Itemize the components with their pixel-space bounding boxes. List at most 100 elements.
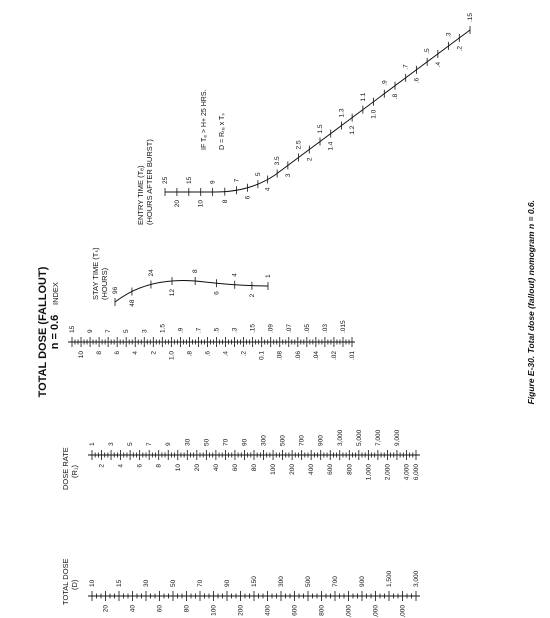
total-dose-tick-label: 1,000 [346, 605, 353, 618]
total-dose-tick-label: 700 [332, 576, 339, 587]
entry-time-tick-label: 1.1 [360, 92, 367, 101]
stay-time-tick-label: 96 [112, 286, 119, 294]
total-dose-tick-label: 50 [170, 579, 177, 587]
entry-time-tick-label: 1.5 [317, 124, 324, 133]
total-dose-tick-label: 90 [224, 579, 231, 587]
entry-time-unit: (HOURS AFTER BURST) [145, 139, 154, 225]
entry-time-tick-label: 7 [233, 178, 240, 182]
total-dose-tick-label: 800 [319, 605, 326, 616]
index-tick-label: .04 [313, 351, 320, 360]
entry-time-tick-label: .3 [446, 32, 453, 38]
entry-time-tick-label: 9 [210, 180, 217, 184]
index-tick-label: 1.5 [159, 324, 166, 333]
index-tick-label: 2 [150, 351, 157, 355]
dose-rate-tick-label: 600 [327, 464, 334, 475]
total-dose-tick-label: 70 [197, 579, 204, 587]
entry-time-tick-label: 6 [245, 195, 252, 199]
entry-time-label: ENTRY TIME (Tₑ) [136, 165, 145, 225]
entry-time-tick-label: 10 [198, 200, 205, 208]
dose-rate-scale: DOSE RATE (R₁) 1 2 3 4 5 6 7 8 9 10 30 20 50 40 70 60 90… [61, 429, 420, 490]
index-tick-label: .03 [322, 324, 329, 333]
total-dose-tick-label: 900 [359, 576, 366, 587]
entry-time-tick-label: .6 [413, 77, 420, 83]
index-tick-label: .02 [331, 351, 338, 360]
entry-time-tick-label: 3 [285, 173, 292, 177]
index-tick-label: 5 [123, 329, 130, 333]
entry-time-tick-label: .7 [403, 64, 410, 70]
dose-rate-tick-label: 40 [213, 464, 220, 472]
total-dose-tick-label: 3,000 [413, 570, 420, 587]
dose-rate-tick-label: 20 [194, 464, 201, 472]
total-dose-tick-label: 30 [143, 579, 150, 587]
index-tick-label: .6 [204, 351, 211, 357]
stay-time-curve [114, 280, 269, 303]
entry-time-scale: ENTRY TIME (Tₑ) (HOURS AFTER BURST) 2520… [136, 13, 474, 225]
total-dose-tick-label: 10 [89, 579, 96, 587]
total-dose-tick-label: 2,000 [373, 605, 380, 618]
total-dose-tick-label: 15 [116, 579, 123, 587]
dose-rate-tick-label: 900 [318, 435, 325, 446]
index-tick-label: .09 [268, 324, 275, 333]
dose-rate-tick-label: 8 [156, 464, 163, 468]
stay-time-tick-label: 4 [232, 273, 239, 277]
dose-rate-tick-label: 400 [308, 464, 315, 475]
total-dose-tick-label: 40 [130, 605, 137, 613]
dose-rate-tick-label: 1 [89, 442, 96, 446]
dose-rate-tick-label: 1,000 [365, 464, 372, 481]
index-tick-label: .05 [304, 324, 311, 333]
index-tick-label: 6 [114, 351, 121, 355]
entry-time-tick-label: .5 [424, 48, 431, 54]
index-tick-label: .7 [195, 327, 202, 333]
entry-time-tick-label: 1.3 [338, 108, 345, 117]
dose-rate-tick-label: 50 [203, 438, 210, 446]
note-formula: D = Rₜₑ x Tₛ [219, 113, 226, 150]
total-dose-tick-label: 500 [305, 576, 312, 587]
index-scale: INDEX 15 10 9 8 7 6 5 4 3 2 1.5 1.0 .9 .8 .7 .6 .5 .4 .3 .2… [51, 282, 356, 360]
total-dose-tick-label: 400 [265, 605, 272, 616]
total-dose-tick-label: 20 [103, 605, 110, 613]
entry-time-tick-label: .8 [392, 93, 399, 99]
stay-time-tick-label: 1 [265, 274, 272, 278]
entry-time-tick-label: 2.5 [296, 140, 303, 149]
dose-rate-tick-label: 30 [184, 438, 191, 446]
dose-rate-tick-label: 70 [222, 438, 229, 446]
stay-time-tick-label: 48 [129, 299, 136, 307]
index-tick-label: 9 [87, 329, 94, 333]
entry-time-tick-label: .15 [467, 13, 474, 22]
entry-time-tick-label: .4 [435, 62, 442, 68]
total-dose-tick-label: 60 [157, 605, 164, 613]
total-dose-symbol: (D) [70, 579, 79, 590]
stay-time-tick-label: 12 [169, 289, 176, 297]
dose-rate-tick-label: 2,000 [384, 464, 391, 481]
dose-rate-tick-label: 80 [251, 464, 258, 472]
stay-time-tick-label: 24 [148, 269, 155, 277]
entry-time-tick-label: 15 [186, 176, 193, 184]
entry-time-tick-label: 8 [222, 199, 229, 203]
dose-rate-label: DOSE RATE [61, 447, 70, 490]
entry-time-tick-label: 1.4 [328, 141, 335, 150]
entry-time-tick-label: 4 [265, 187, 272, 191]
dose-rate-tick-label: 9 [165, 442, 172, 446]
dose-rate-tick-label: 4,000 [403, 464, 410, 481]
entry-time-tick-label: 1.0 [371, 109, 378, 118]
index-tick-label: .08 [277, 351, 284, 360]
index-tick-label: 3 [141, 329, 148, 333]
total-dose-scale: TOTAL DOSE (D) 10 20 15 40 30 60 50 80 70 100 90 20… [61, 558, 420, 618]
index-tick-label: 1.0 [168, 351, 175, 360]
index-tick-label: .8 [186, 351, 193, 357]
index-tick-label: .4 [223, 351, 230, 357]
total-dose-tick-label: 80 [184, 605, 191, 613]
index-tick-label: .2 [241, 351, 248, 357]
total-dose-tick-label: 4,000 [400, 605, 407, 618]
entry-time-tick-label: 3.5 [274, 156, 281, 165]
dose-rate-tick-label: 300 [261, 435, 268, 446]
stay-time-unit: (HOURS) [100, 267, 109, 300]
entry-time-tick-label: 5 [255, 172, 262, 176]
dose-rate-tick-label: 500 [280, 435, 287, 446]
index-label: INDEX [51, 282, 60, 305]
dose-rate-tick-label: 10 [175, 464, 182, 472]
stay-time-tick-label: 8 [192, 269, 199, 273]
stay-time-tick-label: 6 [213, 291, 220, 295]
dose-rate-tick-label: 4 [118, 464, 125, 468]
